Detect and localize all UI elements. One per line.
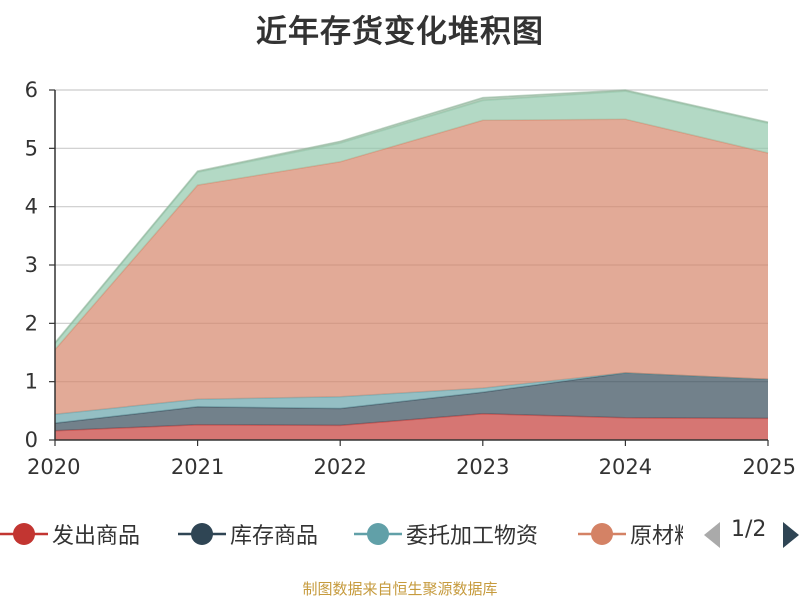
legend-item[interactable]: 库存商品	[178, 516, 318, 552]
x-tick-label: 2025	[743, 455, 796, 479]
data-source-note: 制图数据来自恒生聚源数据库	[302, 580, 498, 598]
y-tick-label: 3	[25, 253, 38, 277]
axes: 0 1 2 3 4 5 6 2020 2021 2022 2023 2024 2025	[25, 78, 796, 479]
y-tick-label: 5	[25, 136, 38, 160]
area-series-4	[55, 91, 768, 350]
legend-label: 发出商品	[52, 524, 141, 549]
legend-item[interactable]: 发出商品	[0, 516, 140, 552]
y-tick-label: 6	[25, 78, 38, 102]
y-tick-label: 2	[25, 311, 38, 335]
legend-marker-icon	[178, 523, 226, 545]
legend-page-indicator: 1/2	[731, 517, 767, 542]
chart-title: 近年存货变化堆积图	[256, 14, 544, 50]
legend-item[interactable]: 原材料	[578, 516, 683, 552]
y-tick-label: 4	[25, 195, 38, 219]
legend-label: 委托加工物资	[406, 524, 539, 549]
area-库存商品	[55, 372, 768, 431]
area-委托加工物资	[55, 372, 768, 424]
y-tick-label: 0	[25, 428, 38, 452]
x-tick-label: 2023	[456, 455, 509, 479]
legend-label: 库存商品	[230, 524, 319, 549]
legend-next-page-icon[interactable]	[781, 520, 800, 550]
legend-prev-page-icon[interactable]	[702, 520, 722, 550]
legend-items: 发出商品 库存商品 委托加工物资 原材料	[0, 516, 683, 552]
y-tick-label: 1	[25, 370, 38, 394]
area-发出商品	[55, 413, 768, 440]
area-原材料	[55, 119, 768, 415]
legend-marker-icon	[0, 523, 48, 545]
x-tick-label: 2021	[171, 455, 224, 479]
legend-marker-icon	[354, 523, 402, 545]
x-tick-label: 2022	[313, 455, 366, 479]
area-line-series-5	[54, 89, 769, 344]
legend-marker-icon	[578, 523, 626, 545]
legend-label: 原材料	[630, 524, 683, 549]
x-tick-label: 2024	[599, 455, 652, 479]
x-tick-label: 2020	[27, 455, 80, 479]
legend-item[interactable]: 委托加工物资	[354, 516, 538, 552]
area-series	[54, 89, 769, 440]
legend: 发出商品 库存商品 委托加工物资 原材料	[0, 516, 800, 552]
